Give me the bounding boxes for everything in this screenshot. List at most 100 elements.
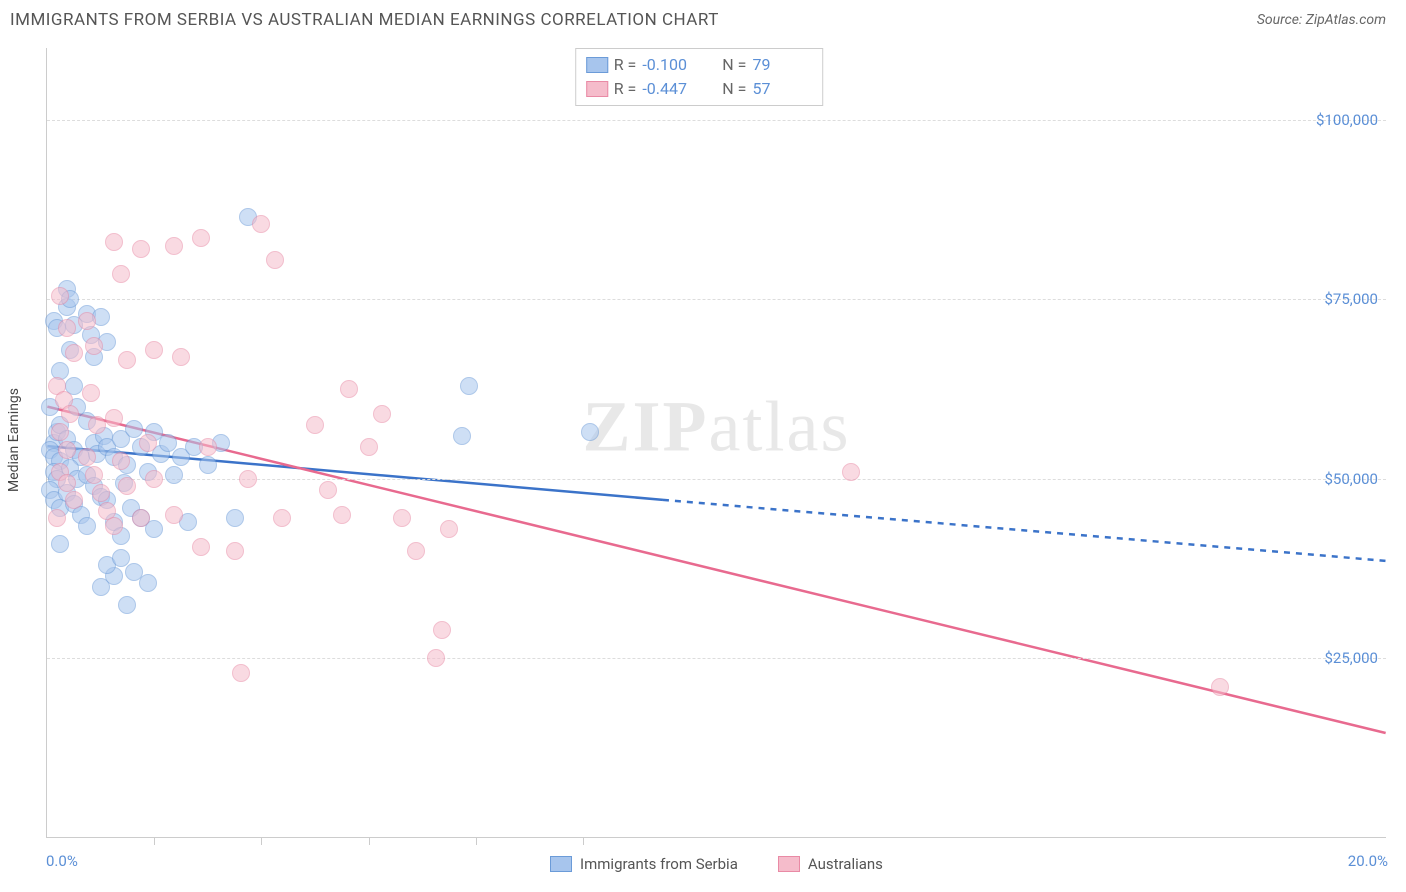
data-point	[139, 434, 157, 452]
chart-title: IMMIGRANTS FROM SERBIA VS AUSTRALIAN MED…	[10, 10, 719, 30]
legend-label: Australians	[808, 855, 883, 873]
data-point	[393, 509, 411, 527]
data-point	[165, 466, 183, 484]
data-point	[159, 434, 177, 452]
data-point	[105, 233, 123, 251]
data-point	[78, 517, 96, 535]
data-point	[132, 509, 150, 527]
data-point	[266, 251, 284, 269]
data-point	[51, 423, 69, 441]
data-point	[78, 312, 96, 330]
data-point	[51, 535, 69, 553]
data-point	[427, 649, 445, 667]
data-point	[165, 237, 183, 255]
data-point	[239, 470, 257, 488]
data-point	[61, 405, 79, 423]
bottom-legend: Immigrants from Serbia Australians	[47, 855, 1386, 873]
series-swatch	[586, 57, 608, 73]
data-point	[226, 542, 244, 560]
x-tick	[261, 837, 262, 845]
data-point	[58, 474, 76, 492]
gridline	[47, 658, 1386, 659]
x-axis-min-label: 0.0%	[46, 852, 78, 870]
data-point	[88, 416, 106, 434]
data-point	[252, 215, 270, 233]
r-label: R =	[614, 77, 637, 101]
data-point	[85, 337, 103, 355]
y-tick-label: $100,000	[1316, 111, 1378, 129]
data-point	[407, 542, 425, 560]
r-value: -0.447	[642, 77, 702, 101]
data-point	[273, 509, 291, 527]
data-point	[125, 420, 143, 438]
n-value: 57	[752, 77, 812, 101]
data-point	[199, 456, 217, 474]
data-point	[85, 466, 103, 484]
data-point	[118, 596, 136, 614]
data-point	[165, 506, 183, 524]
data-point	[139, 574, 157, 592]
data-point	[78, 448, 96, 466]
trend-lines	[47, 48, 1386, 837]
stats-box: R =-0.100 N =79R =-0.447 N =57	[575, 48, 824, 106]
data-point	[105, 517, 123, 535]
data-point	[333, 506, 351, 524]
y-axis-label: Median Earnings	[6, 388, 22, 492]
data-point	[373, 405, 391, 423]
data-point	[340, 380, 358, 398]
n-value: 79	[752, 53, 812, 77]
stats-row: R =-0.447 N =57	[586, 77, 813, 101]
data-point	[118, 351, 136, 369]
n-label: N =	[722, 53, 746, 77]
y-tick-label: $75,000	[1324, 290, 1378, 308]
data-point	[172, 348, 190, 366]
data-point	[306, 416, 324, 434]
data-point	[58, 319, 76, 337]
legend-item: Immigrants from Serbia	[550, 855, 738, 873]
r-value: -0.100	[642, 53, 702, 77]
legend-swatch	[550, 856, 572, 872]
y-tick-label: $50,000	[1324, 470, 1378, 488]
data-point	[105, 409, 123, 427]
r-label: R =	[614, 53, 637, 77]
x-axis-max-label: 20.0%	[1348, 852, 1388, 870]
series-swatch	[586, 81, 608, 97]
data-point	[319, 481, 337, 499]
correlation-chart: ZIPatlas R =-0.100 N =79R =-0.447 N =57 …	[46, 48, 1386, 838]
data-point	[360, 438, 378, 456]
x-tick	[583, 837, 584, 845]
source-label: Source: ZipAtlas.com	[1257, 12, 1386, 28]
data-point	[48, 509, 66, 527]
data-point	[82, 384, 100, 402]
data-point	[51, 287, 69, 305]
data-point	[460, 377, 478, 395]
data-point	[232, 664, 250, 682]
data-point	[581, 423, 599, 441]
data-point	[112, 452, 130, 470]
data-point	[145, 341, 163, 359]
x-tick	[476, 837, 477, 845]
data-point	[199, 438, 217, 456]
data-point	[192, 229, 210, 247]
data-point	[112, 265, 130, 283]
legend-item: Australians	[778, 855, 883, 873]
data-point	[92, 578, 110, 596]
data-point	[92, 484, 110, 502]
data-point	[226, 509, 244, 527]
data-point	[842, 463, 860, 481]
data-point	[1211, 678, 1229, 696]
data-point	[192, 538, 210, 556]
data-point	[145, 470, 163, 488]
legend-swatch	[778, 856, 800, 872]
n-label: N =	[722, 77, 746, 101]
data-point	[65, 344, 83, 362]
gridline	[47, 120, 1386, 121]
data-point	[433, 621, 451, 639]
x-tick	[154, 837, 155, 845]
stats-row: R =-0.100 N =79	[586, 53, 813, 77]
data-point	[132, 240, 150, 258]
gridline	[47, 299, 1386, 300]
trend-line	[663, 500, 1386, 561]
x-tick	[369, 837, 370, 845]
data-point	[440, 520, 458, 538]
